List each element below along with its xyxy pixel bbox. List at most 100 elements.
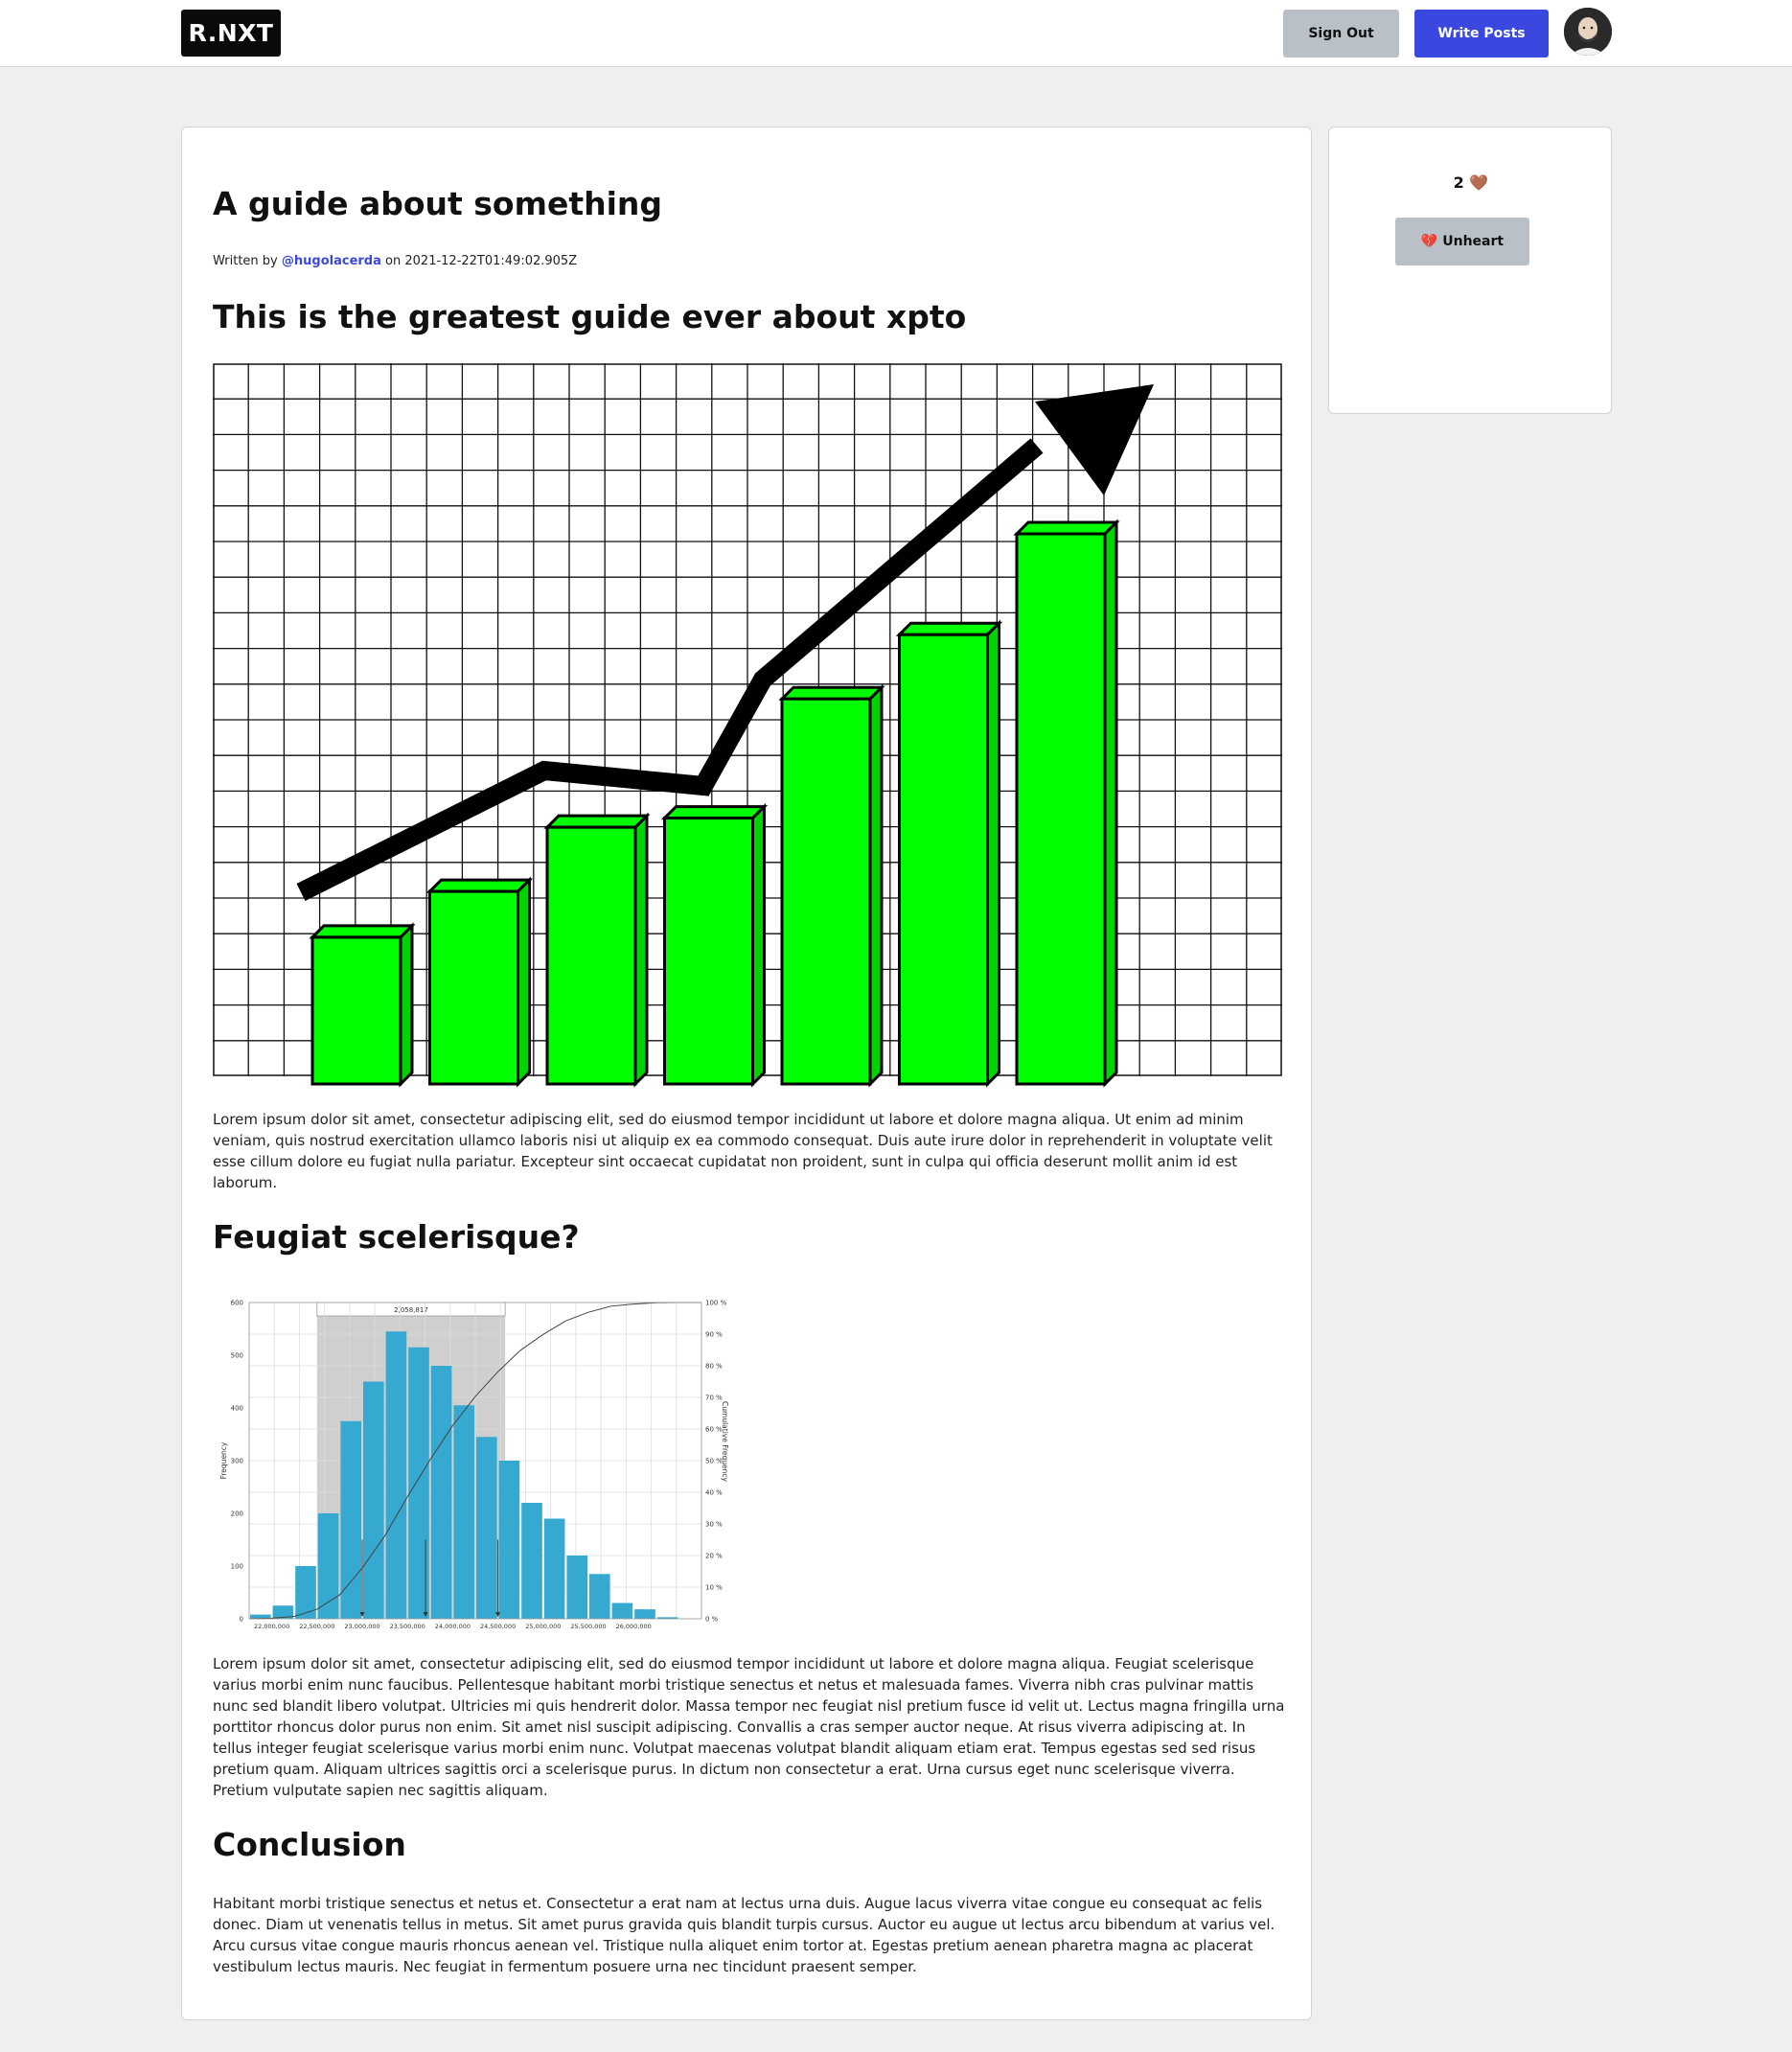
y-axis-label: Frequency <box>219 1441 228 1479</box>
like-panel: 2 🤎 💔 Unheart <box>1328 127 1612 414</box>
chart-bar <box>543 812 651 1088</box>
x-tick-label: 23,000,000 <box>344 1623 379 1630</box>
y2-tick-label: 100 % <box>705 1300 727 1307</box>
unheart-button[interactable]: 💔 Unheart <box>1395 218 1529 265</box>
chart-bar <box>660 802 769 1088</box>
trend-line <box>296 438 1044 901</box>
cumulative-curve <box>248 1302 701 1620</box>
bar-front <box>898 633 989 1086</box>
section-heading-1: This is the greatest guide ever about xp… <box>213 298 967 335</box>
y2-axis-label: Cumulative Frequency <box>721 1401 729 1482</box>
byline-on: on <box>385 254 402 268</box>
bar-front <box>428 889 519 1086</box>
histogram-bar <box>453 1405 474 1619</box>
histogram-bar <box>656 1617 678 1619</box>
histogram-bar <box>272 1605 294 1619</box>
trend-arrow <box>296 384 1154 901</box>
histogram-bar <box>295 1566 316 1619</box>
bar-top <box>1013 520 1120 536</box>
chart-bar <box>778 683 885 1088</box>
y-tick-label: 300 <box>231 1458 243 1465</box>
y2-tick-label: 80 % <box>705 1363 723 1371</box>
post-byline: Written by @hugolacerda on 2021-12-22T01… <box>213 254 577 268</box>
bar-top <box>895 621 1003 636</box>
bar-front <box>545 825 637 1086</box>
y-tick-label: 400 <box>231 1405 243 1413</box>
author-link[interactable]: @hugolacerda <box>281 254 381 268</box>
bar-side <box>751 802 766 1088</box>
histogram-bar <box>340 1420 361 1619</box>
histogram-bar <box>363 1381 384 1619</box>
section-heading-3: Conclusion <box>213 1826 406 1863</box>
y2-tick-label: 40 % <box>705 1489 723 1497</box>
x-tick-label: 24,000,000 <box>435 1623 471 1630</box>
y-tick-label: 200 <box>231 1510 243 1518</box>
site-logo[interactable]: R.NXT <box>181 10 281 57</box>
post-date: 2021-12-22T01:49:02.905Z <box>404 254 578 268</box>
bar-front <box>310 935 402 1086</box>
y2-tick-label: 10 % <box>705 1584 723 1592</box>
y-tick-label: 100 <box>231 1563 243 1571</box>
bar-top <box>543 814 651 829</box>
bar-top <box>660 805 769 820</box>
y2-tick-label: 0 % <box>705 1616 719 1624</box>
bar-front <box>1015 532 1107 1086</box>
article-card: A guide about something Written by @hugo… <box>181 127 1312 2020</box>
section-heading-2: Feugiat scelerisque? <box>213 1218 580 1256</box>
paragraph-2: Lorem ipsum dolor sit amet, consectetur … <box>213 1655 1285 1799</box>
bar-top <box>425 878 534 893</box>
marker-arrowhead <box>359 1612 365 1617</box>
paragraph-3: Habitant morbi tristique senectus et net… <box>213 1895 1275 1975</box>
paragraph-1: Lorem ipsum dolor sit amet, consectetur … <box>213 1111 1273 1191</box>
histogram-bar <box>250 1614 271 1619</box>
bar-side <box>633 812 649 1088</box>
avatar[interactable] <box>1564 8 1612 56</box>
growth-bar-chart-image <box>213 363 1282 1088</box>
histogram-chart-image: 2,058,817 0 100 200 300 400 500 600 0 % 10 % 20 % 3… <box>213 1287 730 1632</box>
y2-tick-label: 60 % <box>705 1426 723 1434</box>
y2-tick-label: 30 % <box>705 1521 723 1529</box>
sign-out-button[interactable]: Sign Out <box>1283 10 1399 58</box>
histogram-bar <box>589 1574 610 1619</box>
y-tick-label: 0 <box>240 1616 243 1624</box>
y2-tick-label: 20 % <box>705 1553 723 1560</box>
histogram-bar <box>476 1437 497 1619</box>
x-tick-label: 22,500,000 <box>299 1623 334 1630</box>
heart-icon: 🤎 <box>1469 173 1489 192</box>
x-tick-label: 25,000,000 <box>525 1623 561 1630</box>
like-count-value: 2 <box>1453 173 1464 192</box>
user-avatar-icon <box>1564 8 1612 56</box>
x-tick-label: 25,500,000 <box>570 1623 606 1630</box>
histogram-bar <box>634 1609 655 1619</box>
histogram-bar <box>385 1331 407 1619</box>
top-navbar: R.NXT Sign Out Write Posts <box>0 0 1792 67</box>
chart-bar <box>1013 519 1120 1088</box>
highlight-label: 2,058,817 <box>394 1306 428 1314</box>
bar-side <box>986 619 1000 1088</box>
byline-prefix: Written by <box>213 254 278 268</box>
histogram-bar <box>611 1602 633 1619</box>
trend-arrowhead <box>1035 384 1154 496</box>
histogram-bar <box>408 1347 429 1619</box>
bar-side <box>1103 519 1118 1088</box>
chart-bar <box>895 619 1003 1088</box>
bar-front <box>780 697 872 1086</box>
histogram-bar <box>498 1461 520 1619</box>
x-tick-label: 23,500,000 <box>390 1623 425 1630</box>
y-tick-label: 500 <box>231 1352 243 1360</box>
histogram-bar <box>521 1503 542 1619</box>
chart-bar <box>425 876 534 1088</box>
x-tick-label: 26,000,000 <box>616 1623 652 1630</box>
y2-tick-label: 90 % <box>705 1331 723 1339</box>
plot-frame <box>248 1302 702 1620</box>
like-count: 2 🤎 <box>1329 173 1613 192</box>
write-posts-button[interactable]: Write Posts <box>1414 10 1549 58</box>
chart-bar <box>309 922 416 1088</box>
marker-arrowhead <box>495 1612 501 1617</box>
histogram-bar <box>543 1518 565 1619</box>
x-tick-label: 24,500,000 <box>480 1623 516 1630</box>
histogram-bar <box>430 1366 452 1619</box>
y2-tick-label: 70 % <box>705 1395 723 1402</box>
y2-tick-label: 50 % <box>705 1458 723 1465</box>
bar-top <box>778 685 885 701</box>
